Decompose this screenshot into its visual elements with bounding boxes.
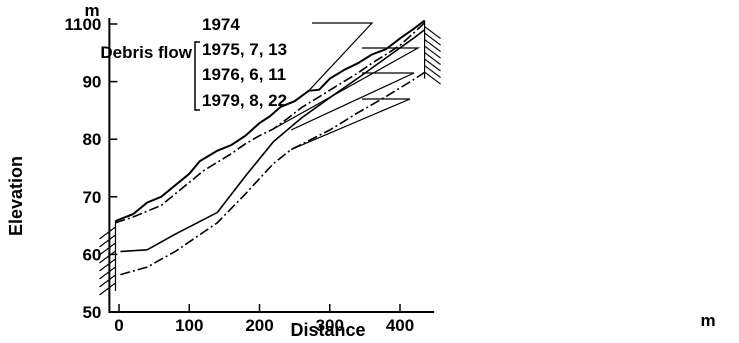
x-tick-label: 0	[114, 316, 123, 335]
labels-layer: 50 60 70 80 90 1100 0 100 200 300 400 Distance Eleva…	[6, 1, 716, 340]
hatch-stroke	[424, 45, 441, 59]
hatch-stroke	[424, 58, 441, 72]
hatch-stroke	[99, 274, 116, 288]
legend-leader-0	[308, 22, 374, 92]
legend-leader-1	[273, 47, 421, 130]
legend-leader-2	[290, 72, 415, 131]
hatch-stroke	[99, 242, 116, 256]
x-axis-title: Distance	[290, 320, 365, 340]
legend-label-0: 1974	[202, 15, 240, 34]
hatch-stroke	[99, 282, 116, 296]
legend-leader-3	[290, 98, 411, 151]
y-axis-title: Elevation	[6, 156, 26, 236]
hatch-stroke	[424, 52, 441, 66]
legend-label-1: 1975, 7, 13	[202, 40, 287, 59]
hatch-stroke	[424, 65, 441, 79]
y-tick-label: 60	[82, 245, 101, 264]
legend-label-3: 1979, 8, 22	[202, 91, 287, 110]
hatch-stroke	[424, 71, 441, 85]
debris-flow-bracket	[194, 41, 200, 111]
series-line-0	[115, 19, 426, 222]
series-line-2	[120, 29, 426, 253]
x-tick-label: 400	[386, 316, 414, 335]
x-tick-label: 300	[316, 316, 344, 335]
y-tick-label: 90	[82, 73, 101, 92]
y-tick-label: 80	[82, 130, 101, 149]
axes-frame	[108, 18, 435, 313]
debris-flow-label: Debris flow	[100, 43, 192, 62]
series-line-3	[120, 71, 426, 276]
y-tick-label: 50	[82, 303, 101, 322]
x-tick-label: 100	[175, 316, 203, 335]
y-tick-label: 70	[82, 188, 101, 207]
hatch-stroke	[99, 250, 116, 264]
hatch-stroke	[99, 234, 116, 248]
y-tick-label: 1100	[64, 15, 101, 34]
legend-leaders	[194, 22, 421, 151]
hatch-stroke	[424, 26, 441, 40]
x-unit-label: m	[700, 311, 715, 330]
hatch-stroke	[99, 258, 116, 272]
hatch-stroke	[99, 226, 116, 240]
legend-label-2: 1976, 6, 11	[202, 65, 286, 84]
hatch-stroke	[424, 32, 441, 46]
x-tick-label: 200	[245, 316, 273, 335]
y-unit-label: m	[84, 1, 99, 20]
hatch-stroke	[99, 266, 116, 280]
hatch-stroke	[424, 39, 441, 53]
bank-hatching	[99, 20, 441, 296]
axes-layer	[108, 18, 435, 313]
